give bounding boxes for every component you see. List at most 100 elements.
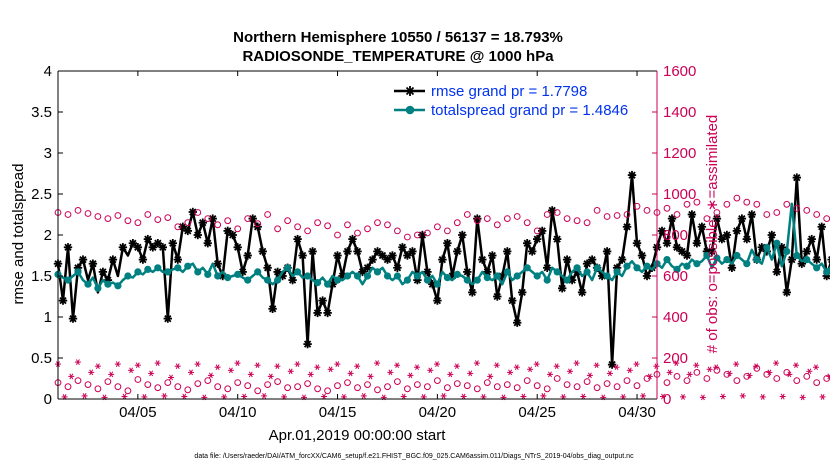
possible-obs-point <box>643 375 651 382</box>
assimilated-obs-point <box>779 393 786 400</box>
possible-obs-point <box>523 377 531 385</box>
possible-obs-point <box>733 194 741 202</box>
possible-obs-point <box>733 377 741 385</box>
rmse-point <box>228 230 237 240</box>
possible-obs-point <box>543 385 551 393</box>
possible-obs-point <box>513 213 521 220</box>
rmse-point <box>787 255 796 264</box>
possible-obs-point <box>64 383 72 391</box>
legend-totalspread-label: totalspread grand pr = 1.4846 <box>431 102 628 119</box>
y2-tick-label: 1000 <box>663 186 696 203</box>
totalspread-point <box>343 272 352 280</box>
possible-obs-point <box>473 385 481 393</box>
totalspread-point <box>174 264 182 272</box>
assimilated-obs-point <box>493 362 500 369</box>
totalspread-point <box>264 276 272 284</box>
totalspread-point <box>194 268 202 276</box>
y2-tick-label: 1200 <box>663 145 696 162</box>
rmse-point <box>767 230 776 240</box>
data-file-footnote: data file: /Users/raeder/DAI/ATM_forcXX/… <box>194 453 634 460</box>
totalspread-point <box>254 268 262 276</box>
assimilated-obs-point <box>334 361 341 368</box>
possible-obs-point <box>563 381 571 389</box>
totalspread-point <box>763 243 771 251</box>
rmse-point <box>313 308 322 318</box>
rmse-point <box>478 255 487 264</box>
possible-obs-point <box>114 383 122 391</box>
possible-obs-point <box>194 380 202 388</box>
rmse-point <box>233 243 242 252</box>
assimilated-obs-point <box>121 393 128 400</box>
rmse-point <box>403 251 412 260</box>
possible-obs-point <box>364 381 371 389</box>
assimilated-obs-point <box>460 393 467 400</box>
assimilated-obs-point <box>440 393 447 399</box>
totalspread-point <box>204 270 212 278</box>
assimilated-obs-point <box>713 364 720 371</box>
possible-obs-point <box>184 219 192 227</box>
totalspread-point <box>144 265 152 273</box>
possible-obs-point <box>763 211 771 218</box>
rmse-point <box>533 234 542 244</box>
rmse-point <box>433 296 442 305</box>
rmse-point <box>318 296 327 305</box>
y-tick-label: 2.5 <box>31 186 52 203</box>
assimilated-obs-point <box>81 393 88 399</box>
rmse-point <box>792 173 801 182</box>
rmse-point <box>148 243 157 252</box>
possible-obs-point <box>773 209 781 216</box>
possible-obs-point <box>583 219 591 227</box>
rmse-point <box>393 263 402 272</box>
possible-obs-point <box>184 386 192 394</box>
rmse-point <box>503 247 512 256</box>
assimilated-obs-point <box>799 394 806 401</box>
assimilated-obs-point <box>254 362 261 369</box>
totalspread-point <box>623 262 631 270</box>
possible-obs-point <box>274 378 282 386</box>
x-tick-label: 04/15 <box>319 404 357 421</box>
totalspread-point <box>783 247 791 255</box>
rmse-point <box>293 234 302 244</box>
assimilated-obs-point <box>606 370 613 377</box>
rmse-point <box>303 339 312 349</box>
totalspread-point <box>184 262 192 270</box>
totalspread-point <box>603 272 611 280</box>
possible-obs-point <box>573 383 581 391</box>
possible-obs-point <box>763 371 771 378</box>
possible-obs-point <box>593 384 601 392</box>
assimilated-obs-point <box>427 367 434 374</box>
y2-tick-label: 600 <box>663 268 688 285</box>
possible-obs-point <box>434 377 441 385</box>
assimilated-obs-point <box>540 393 547 399</box>
assimilated-obs-point <box>354 363 361 370</box>
assimilated-obs-point <box>414 364 420 371</box>
possible-obs-point <box>214 221 222 229</box>
legend-totalspread-marker <box>405 105 415 115</box>
possible-obs-point <box>324 222 332 230</box>
possible-obs-point <box>284 384 292 392</box>
possible-obs-point <box>453 219 461 227</box>
possible-obs-point <box>384 383 391 391</box>
rmse-point <box>558 284 567 293</box>
assimilated-obs-point <box>567 368 573 375</box>
assimilated-obs-point <box>168 374 174 381</box>
possible-obs-point <box>94 385 102 393</box>
totalspread-point <box>403 276 411 284</box>
assimilated-obs-point <box>294 361 301 368</box>
assimilated-obs-point <box>646 373 653 380</box>
possible-obs-point <box>264 381 272 389</box>
possible-obs-point <box>593 207 601 214</box>
possible-obs-point <box>84 210 92 217</box>
assimilated-obs-point <box>207 372 214 379</box>
assimilated-obs-point <box>174 363 181 370</box>
totalspread-point <box>84 280 92 288</box>
rmse-point <box>263 263 272 272</box>
assimilated-obs-point <box>134 362 141 369</box>
rmse-point <box>687 210 697 219</box>
assimilated-obs-point <box>806 368 813 375</box>
possible-obs-point <box>683 200 691 208</box>
possible-obs-point <box>503 381 511 389</box>
possible-obs-point <box>623 211 631 218</box>
possible-obs-point <box>304 227 312 235</box>
